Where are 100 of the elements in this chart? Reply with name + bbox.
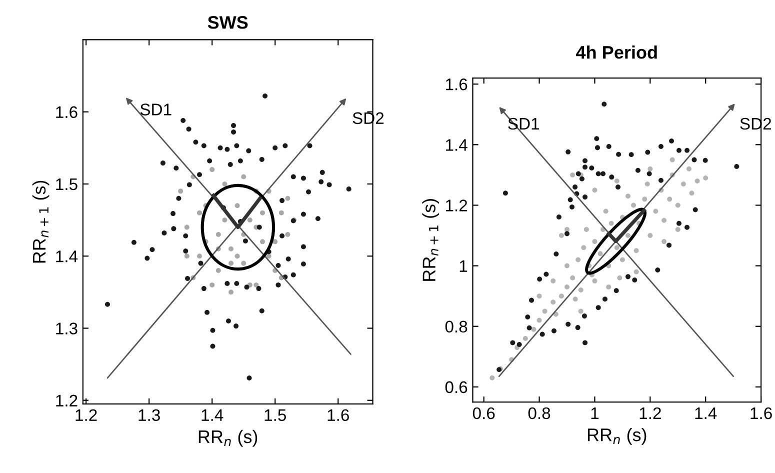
- point: [609, 174, 614, 180]
- point: [628, 152, 634, 158]
- point: [669, 138, 674, 144]
- y-tick-label: 1.4: [446, 139, 468, 151]
- x-tick-label: 1: [591, 408, 599, 419]
- y-tick-label: 1.6: [56, 106, 78, 118]
- point: [616, 152, 622, 157]
- point: [575, 325, 580, 330]
- point: [260, 239, 266, 244]
- point: [582, 314, 587, 319]
- point: [516, 342, 522, 348]
- point: [502, 190, 508, 196]
- point: [602, 296, 608, 302]
- x-tick-label: 1.3: [138, 409, 160, 422]
- chart-title: 4h Period: [576, 46, 657, 59]
- point: [241, 260, 246, 266]
- point: [625, 274, 630, 280]
- point: [676, 148, 682, 153]
- point: [684, 148, 690, 153]
- point: [216, 232, 221, 237]
- point: [554, 251, 559, 256]
- x-tick-label: 1.2: [76, 409, 97, 421]
- point: [234, 203, 240, 208]
- point: [285, 232, 290, 237]
- point: [228, 290, 234, 295]
- point: [569, 204, 574, 210]
- point: [666, 242, 672, 248]
- point: [734, 164, 740, 169]
- point: [632, 278, 638, 283]
- point: [266, 254, 272, 259]
- point: [537, 276, 542, 282]
- point: [589, 165, 594, 170]
- point: [676, 220, 682, 226]
- point: [579, 176, 584, 182]
- point: [540, 332, 545, 337]
- point: [646, 171, 652, 176]
- point: [564, 231, 570, 236]
- y-tick-label: 1.5: [56, 178, 78, 190]
- point: [551, 328, 556, 334]
- x-tick-label: 0.8: [528, 407, 550, 420]
- x-axis-title: RR$_{n}$ (s): [198, 430, 258, 447]
- x-tick-label: 1.4: [202, 409, 224, 421]
- point: [228, 246, 234, 252]
- annotation: SD1: [140, 104, 172, 116]
- point: [582, 194, 588, 200]
- y-tick-label: 0.8: [445, 320, 468, 333]
- x-axis-title: RR$_{n}$ (s): [588, 428, 646, 445]
- x-tick-label: 1.4: [695, 408, 717, 419]
- point: [596, 171, 601, 176]
- point: [510, 340, 516, 346]
- point: [635, 168, 640, 173]
- point: [526, 325, 532, 330]
- point: [196, 254, 202, 259]
- point: [216, 268, 221, 274]
- y-axis-title: RR$_{n+1}$ (s): [422, 199, 440, 281]
- point: [692, 157, 697, 162]
- point: [254, 282, 259, 288]
- point: [614, 288, 619, 294]
- point: [196, 210, 202, 216]
- point: [684, 224, 690, 230]
- point: [602, 102, 607, 107]
- point: [658, 178, 664, 183]
- x-tick-label: 1.6: [328, 409, 349, 422]
- x-tick-label: 0.6: [472, 407, 495, 420]
- point: [234, 254, 240, 259]
- point: [222, 181, 228, 186]
- point: [658, 144, 664, 149]
- point: [525, 314, 530, 320]
- point: [566, 322, 571, 327]
- point: [582, 164, 588, 170]
- point: [655, 268, 660, 273]
- point: [702, 158, 708, 163]
- point: [606, 144, 612, 149]
- point: [184, 224, 190, 230]
- point: [222, 218, 228, 223]
- point: [210, 282, 215, 288]
- point: [285, 196, 290, 201]
- point: [178, 188, 184, 194]
- y-tick-label: 1.2: [56, 394, 78, 406]
- point: [272, 239, 278, 244]
- point: [582, 340, 588, 346]
- point: [544, 272, 549, 277]
- point: [572, 184, 578, 190]
- point: [582, 158, 588, 164]
- point: [596, 305, 601, 310]
- point: [566, 149, 571, 154]
- point: [645, 150, 650, 155]
- point: [600, 171, 606, 176]
- point: [576, 171, 581, 176]
- y-tick-label: 1.2: [446, 200, 468, 212]
- point: [568, 197, 573, 202]
- y-tick-label: 0.6: [445, 381, 468, 394]
- point: [241, 174, 246, 180]
- x-tick-label: 1.2: [640, 407, 661, 419]
- y-tick-label: 1.3: [56, 322, 78, 334]
- y-tick-label: 1: [460, 260, 468, 272]
- chart-title: SWS: [208, 16, 248, 29]
- point: [594, 136, 600, 142]
- point: [616, 184, 621, 190]
- point: [184, 254, 190, 259]
